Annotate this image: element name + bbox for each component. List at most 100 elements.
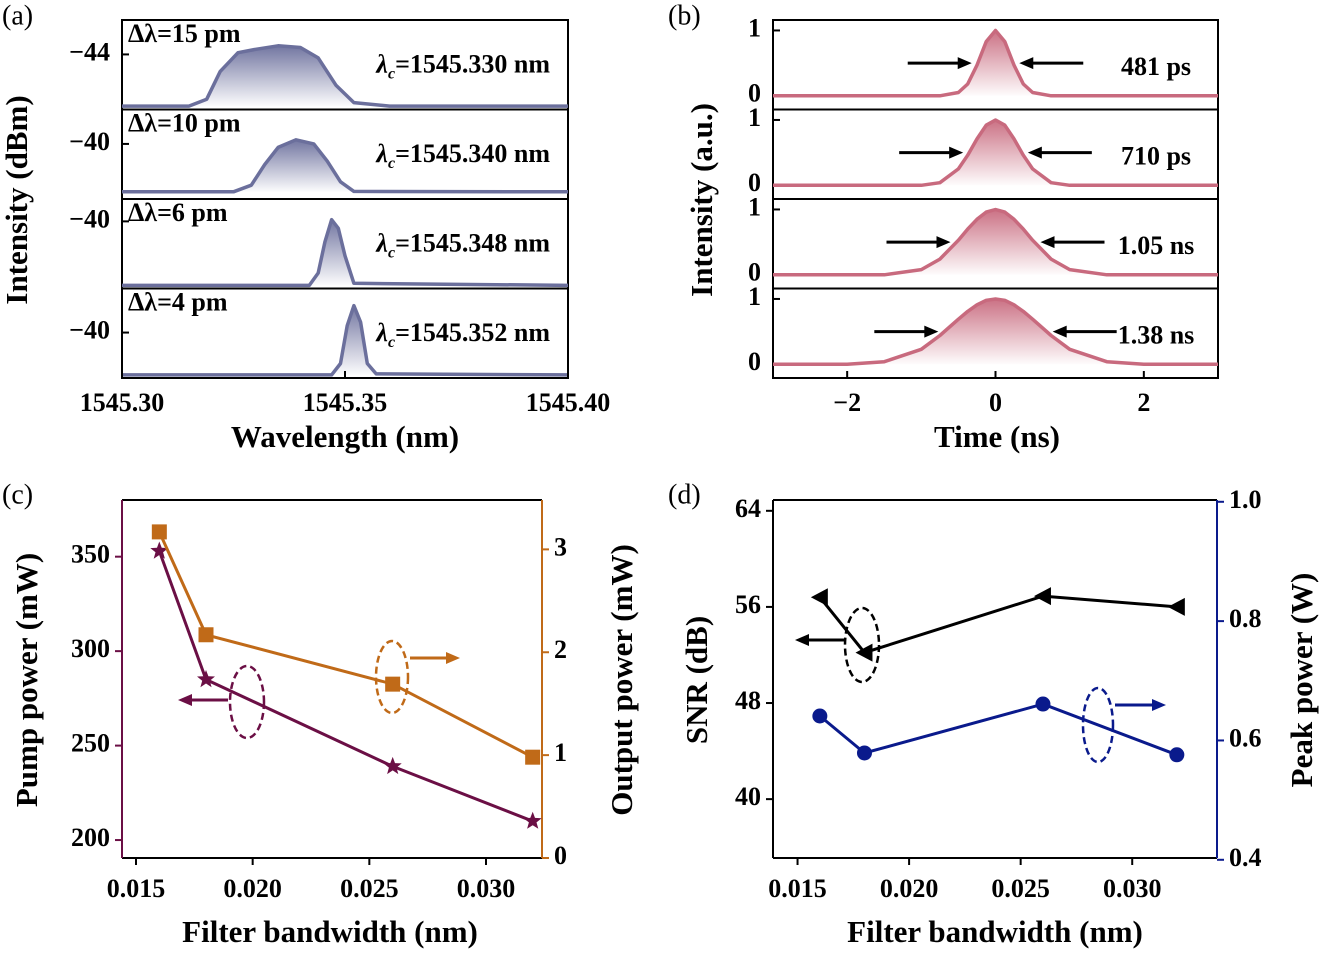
width-label: 1.38 ns [1118,321,1195,350]
curve-fill [122,45,568,107]
subscript: c [388,245,395,262]
y-tick-label: 0 [748,168,761,197]
y-axis-title: Intensity (a.u.) [684,103,719,297]
x-tick-label: 0.020 [223,874,282,903]
curve-fill [773,209,1218,275]
x-axis-title: Filter bandwidth (nm) [847,914,1143,949]
x-tick-label: 0.030 [457,874,516,903]
guide-arrow-head [446,652,460,664]
point [383,756,402,775]
curve-fill [122,219,568,286]
point [856,745,872,761]
point [1169,747,1185,763]
x-axis-title: Wavelength (nm) [231,419,459,454]
guide-ellipse [374,639,410,715]
guide-ellipse [228,664,266,740]
curve-fill [773,30,1218,96]
x-axis-title: Filter bandwidth (nm) [182,914,478,949]
guide-ellipse [843,606,881,684]
width-label: 481 ps [1121,52,1191,81]
y-axis-title: Intensity (dBm) [0,95,34,304]
value-text: =1545.330 nm [395,50,550,79]
curve [773,118,1218,188]
symbol: λ [375,50,388,79]
x-tick-label: 0 [989,388,1002,417]
symbol: λ [375,139,388,168]
point [150,541,169,559]
panel-label: (a) [2,0,33,31]
center-wavelength-label: λc=1545.352 nm [375,318,550,351]
center-wavelength-label: λc=1545.340 nm [375,139,550,172]
y-tick-label: −40 [69,204,110,233]
guide-arrow-head [795,634,809,646]
y2-tick-label: 0 [554,841,567,870]
y-tick-label: 64 [735,494,761,523]
series-line [818,594,1177,655]
y2-tick-label: 0.4 [1229,843,1262,872]
y2-tick-label: 1 [554,738,567,767]
curve [773,207,1218,277]
center-wavelength-label: λc=1545.348 nm [375,229,550,262]
y-tick-label: 56 [735,590,761,619]
point [810,588,828,607]
subscript: c [388,155,395,172]
curve-fill [773,299,1218,365]
fwhm-arrow-head [1040,236,1055,249]
curve [122,303,569,377]
y2-axis-title: Peak power (W) [1284,573,1319,788]
panel-label: (d) [668,479,701,510]
subscript: c [388,334,395,351]
x-tick-label: −2 [833,388,861,417]
x-tick-label: 0.025 [340,874,399,903]
point [1167,597,1185,616]
width-label: 710 ps [1121,142,1191,171]
y2-tick-label: 2 [554,635,567,664]
fwhm-arrow-head [957,57,972,70]
y-tick-label: 250 [71,729,110,758]
bandwidth-label: Δλ=10 pm [128,108,241,137]
symbol: λ [375,229,388,258]
y-tick-label: 0 [748,258,761,287]
y-tick-label: 1 [748,192,761,221]
point [197,670,215,688]
point [198,627,214,643]
y-tick-label: 1 [748,103,761,132]
x-tick-label: 0.025 [991,874,1050,903]
point [1035,696,1051,712]
guide-arrow-head [178,694,192,706]
x-tick-label: 1545.30 [80,388,165,417]
point [812,708,828,724]
point [385,676,401,692]
y-tick-label: 0 [748,79,761,108]
guide-ellipse [1081,686,1115,764]
panel-label: (c) [2,479,33,510]
value-text: =1545.348 nm [395,229,550,258]
bandwidth-label: Δλ=15 pm [128,19,241,48]
y-tick-label: 40 [735,782,761,811]
curve-fill [773,120,1218,186]
series-line [157,550,534,823]
value-text: =1545.340 nm [395,139,550,168]
y-tick-label: −44 [69,37,110,66]
fwhm-arrow-head [936,236,951,249]
y-tick-label: 1 [748,282,761,311]
y-tick-label: 350 [71,540,110,569]
bandwidth-label: Δλ=6 pm [128,198,228,227]
value-text: =1545.352 nm [395,318,550,347]
panel-label: (b) [668,0,701,31]
bandwidth-label: Δλ=4 pm [128,287,228,316]
guide-arrow-head [1152,699,1166,711]
fwhm-arrow-head [949,146,964,159]
point [525,749,541,765]
curve [773,297,1218,367]
y2-axis-title: Output power (mW) [604,544,639,816]
x-tick-label: 0.015 [768,874,827,903]
series-line [818,702,1178,757]
y-axis-title: SNR (dB) [679,616,714,744]
y2-tick-label: 3 [554,532,567,561]
subscript: c [388,66,395,83]
x-tick-label: 1545.35 [303,388,388,417]
curve [122,44,568,108]
y-axis-title: Pump power (mW) [9,553,44,807]
